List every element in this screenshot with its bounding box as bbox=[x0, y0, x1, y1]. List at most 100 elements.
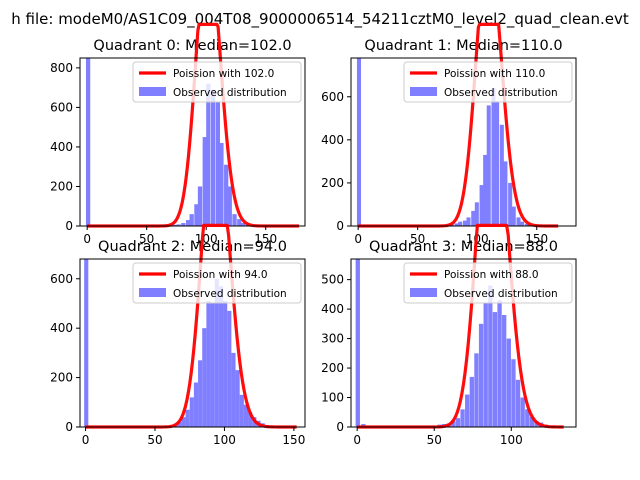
poisson-line bbox=[357, 223, 564, 429]
x-tick-label: 50 bbox=[410, 232, 425, 246]
observed-bar bbox=[214, 278, 219, 427]
legend: Poission with 94.0 Observed distribution bbox=[132, 262, 302, 304]
axes-frame bbox=[79, 57, 306, 227]
y-tick-label: 400 bbox=[50, 321, 73, 335]
y-tick-label: 200 bbox=[321, 361, 344, 375]
quadrant-1-panel: Quadrant 1: Median=110.00 50 100 1500200400… bbox=[321, 22, 577, 246]
legend-box bbox=[403, 61, 573, 103]
y-tick-label: 200 bbox=[321, 176, 344, 190]
observed-bar bbox=[520, 397, 525, 427]
axes-frame bbox=[350, 258, 577, 428]
y-tick-label: 0 bbox=[65, 219, 73, 233]
observed-bar bbox=[492, 312, 498, 427]
observed-bar bbox=[454, 223, 459, 226]
observed-bar bbox=[176, 224, 181, 226]
observed-bar bbox=[497, 300, 502, 427]
legend-bar-marker bbox=[139, 87, 166, 96]
axes-frame bbox=[350, 57, 577, 227]
y-tick-label: 0 bbox=[65, 420, 73, 434]
figure-suptitle: h file: modeM0/AS1C09_004T08_9000006514_… bbox=[11, 10, 629, 29]
x-tick-label: 150 bbox=[525, 232, 548, 246]
observed-bar bbox=[227, 186, 232, 226]
legend: Poission with 102.0 Observed distribution bbox=[132, 61, 302, 103]
chart-title: Quadrant 1: Median=110.0 bbox=[364, 38, 562, 54]
legend-entry-observed: Observed distribution bbox=[444, 288, 558, 300]
observed-bar bbox=[181, 223, 186, 226]
y-tick-label: 200 bbox=[50, 179, 73, 193]
legend-bar-marker bbox=[139, 288, 166, 297]
y-tick-label: 600 bbox=[50, 100, 73, 114]
legend-box bbox=[132, 262, 302, 304]
x-tick-label: 100 bbox=[213, 433, 236, 447]
observed-bar bbox=[503, 161, 508, 226]
x-tick-label: 50 bbox=[147, 433, 162, 447]
observed-bar bbox=[185, 220, 191, 226]
observed-bar bbox=[231, 352, 236, 427]
observed-bar bbox=[455, 418, 461, 427]
legend-box bbox=[403, 262, 573, 304]
y-tick-label: 400 bbox=[321, 302, 344, 316]
observed-bar bbox=[458, 221, 463, 226]
observed-bar bbox=[478, 323, 484, 427]
observed-bar bbox=[491, 88, 496, 227]
observed-bar bbox=[172, 224, 178, 226]
observed-bar bbox=[466, 217, 471, 226]
observed-bar bbox=[516, 217, 521, 226]
observed-bar bbox=[483, 154, 488, 226]
legend-entry-poisson: Poission with 88.0 bbox=[444, 269, 539, 281]
quadrant-0-panel: Quadrant 0: Median=102.0 0 50 100 150 0 200 400… bbox=[50, 22, 306, 246]
observed-bar bbox=[85, 58, 91, 226]
chart-title: Quadrant 3: Median=88.0 bbox=[369, 239, 558, 255]
observed-bar bbox=[189, 214, 194, 226]
x-tick-label: 0 bbox=[353, 433, 361, 447]
observed-bar bbox=[465, 394, 470, 427]
legend: Poission with 110.0 Observed distribution bbox=[403, 61, 573, 103]
legend-bar-marker bbox=[410, 288, 437, 297]
observed-bar bbox=[198, 360, 203, 427]
observed-bar bbox=[524, 223, 529, 226]
chart-title: Quadrant 0: Median=102.0 bbox=[93, 38, 291, 54]
legend-entry-poisson: Poission with 94.0 bbox=[173, 269, 268, 281]
observed-bar bbox=[499, 124, 504, 226]
observed-bar bbox=[529, 416, 535, 427]
observed-bar bbox=[460, 409, 465, 427]
y-tick-label: 0 bbox=[336, 219, 344, 233]
observed-bar bbox=[177, 422, 182, 427]
observed-bar bbox=[508, 182, 513, 226]
observed-bar bbox=[84, 259, 89, 427]
legend-entry-poisson: Poission with 110.0 bbox=[444, 68, 545, 80]
observed-bar bbox=[355, 259, 360, 427]
observed-bar bbox=[189, 397, 194, 427]
observed-bar bbox=[202, 328, 207, 427]
observed-bar bbox=[197, 186, 203, 226]
legend-entry-observed: Observed distribution bbox=[173, 87, 287, 99]
observed-bar bbox=[474, 353, 479, 427]
observed-bar bbox=[210, 303, 215, 427]
x-tick-label: 100 bbox=[500, 433, 523, 447]
observed-bar bbox=[469, 376, 474, 427]
observed-bar bbox=[185, 409, 190, 427]
legend-box bbox=[132, 61, 302, 103]
observed-bar bbox=[471, 210, 476, 226]
observed-bar bbox=[483, 303, 488, 427]
observed-bar bbox=[206, 83, 211, 226]
observed-bar bbox=[235, 370, 240, 427]
observed-bar bbox=[525, 409, 530, 427]
y-tick-label: 300 bbox=[321, 332, 344, 346]
observed-bar bbox=[479, 185, 484, 226]
observed-bar bbox=[511, 359, 516, 427]
x-tick-label: 50 bbox=[427, 433, 442, 447]
legend-entry-poisson: Poission with 102.0 bbox=[173, 68, 274, 80]
x-tick-label: 0 bbox=[83, 232, 91, 246]
y-tick-label: 400 bbox=[50, 140, 73, 154]
observed-bar bbox=[218, 286, 224, 427]
x-tick-label: 100 bbox=[195, 232, 218, 246]
axes-frame bbox=[79, 258, 306, 428]
observed-bar bbox=[488, 285, 493, 427]
legend-entry-observed: Observed distribution bbox=[444, 87, 558, 99]
observed-bar bbox=[224, 164, 229, 226]
observed-bar bbox=[502, 315, 507, 427]
observed-bar bbox=[511, 206, 516, 226]
legend-entry-observed: Observed distribution bbox=[173, 288, 287, 300]
